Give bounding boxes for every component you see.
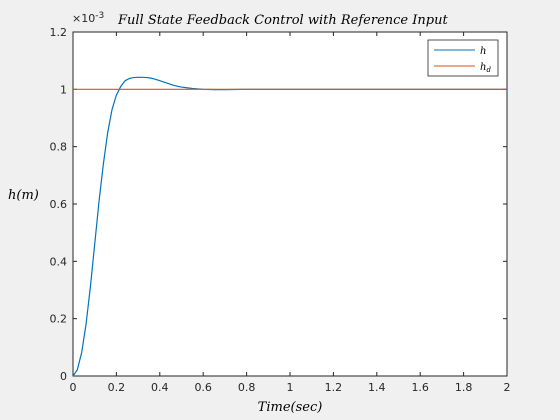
y-tick-label: 0.4 xyxy=(50,255,68,268)
y-tick-label: 0.8 xyxy=(50,141,68,154)
legend-label-h: h xyxy=(480,46,486,57)
x-tick-label: 0.8 xyxy=(238,381,256,394)
x-tick-label: 0.4 xyxy=(151,381,169,394)
legend-box xyxy=(427,39,499,77)
legend-label-hd: hd xyxy=(480,62,491,74)
x-tick-label: 1.8 xyxy=(455,381,473,394)
axis-ticks: 0 0.2 0.4 0.6 0.8 1 1.2 1.4 1.6 1.8 2 0 0.2 0.4 0.6 0.8… xyxy=(50,26,511,394)
x-tick-label: 0.6 xyxy=(194,381,212,394)
x-tick-label: 1 xyxy=(287,381,294,394)
y-exponent-label: ×10-3 xyxy=(72,11,104,25)
y-tick-label: 1.2 xyxy=(50,26,68,39)
x-tick-label: 1.4 xyxy=(368,381,386,394)
x-tick-label: 0 xyxy=(70,381,77,394)
y-tick-label: 1 xyxy=(60,83,67,96)
y-axis-label: h(m) xyxy=(8,188,39,203)
plot-area xyxy=(72,31,508,377)
series-layer xyxy=(72,76,507,377)
chart-title: Full State Feedback Control with Referen… xyxy=(117,13,448,28)
x-tick-label: 2 xyxy=(504,381,511,394)
y-tick-label: 0.6 xyxy=(50,198,68,211)
x-axis-label: Time(sec) xyxy=(258,400,323,415)
legend: h hd xyxy=(427,39,499,77)
y-tick-label: 0 xyxy=(60,370,67,383)
x-tick-label: 1.2 xyxy=(325,381,343,394)
x-tick-label: 1.6 xyxy=(411,381,429,394)
y-tick-label: 0.2 xyxy=(50,313,68,326)
x-tick-label: 0.2 xyxy=(108,381,126,394)
